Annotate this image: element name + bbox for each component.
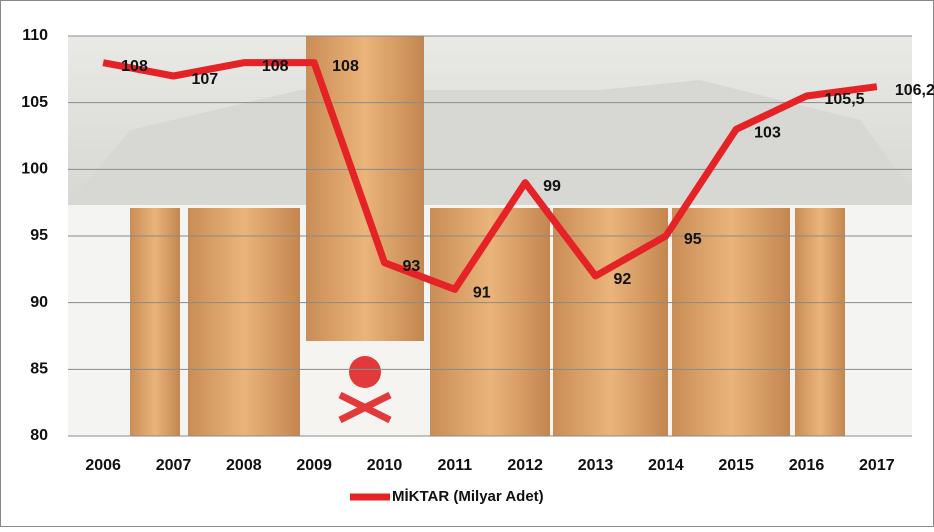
x-tick-label: 2011: [437, 457, 472, 474]
data-label: 103: [754, 125, 781, 142]
x-tick-label: 2009: [296, 457, 332, 474]
x-tick-label: 2017: [859, 457, 895, 474]
x-tick-label: 2013: [578, 457, 614, 474]
data-label: 105,5: [825, 91, 865, 108]
y-tick-label: 100: [21, 161, 48, 178]
x-tick-label: 2010: [367, 457, 403, 474]
y-tick-label: 90: [30, 294, 48, 311]
x-tick-label: 2006: [85, 457, 121, 474]
data-label: 93: [403, 258, 421, 275]
y-tick-label: 85: [30, 361, 48, 378]
y-tick-label: 80: [30, 427, 48, 444]
y-tick-label: 105: [21, 94, 48, 111]
x-tick-label: 2007: [156, 457, 192, 474]
data-label: 92: [614, 271, 632, 288]
data-label: 95: [684, 231, 702, 248]
data-label: 91: [473, 285, 491, 302]
x-tick-label: 2012: [507, 457, 543, 474]
x-tick-label: 2008: [226, 457, 262, 474]
data-label: 108: [332, 58, 359, 75]
chart: 80 85 90 95 100 105 110 2006 2007 2008 2009 2010 201…: [0, 0, 934, 527]
data-label: 107: [192, 71, 219, 88]
x-tick-label: 2015: [718, 457, 754, 474]
data-label: 99: [543, 178, 561, 195]
x-tick-label: 2016: [789, 457, 825, 474]
data-label: 108: [121, 58, 148, 75]
data-label: 106,2: [895, 82, 934, 99]
data-label: 108: [262, 58, 289, 75]
x-tick-label: 2014: [648, 457, 684, 474]
y-tick-label: 95: [30, 227, 48, 244]
legend-label: MİKTAR (Milyar Adet): [392, 488, 544, 505]
y-tick-label: 110: [22, 27, 48, 44]
